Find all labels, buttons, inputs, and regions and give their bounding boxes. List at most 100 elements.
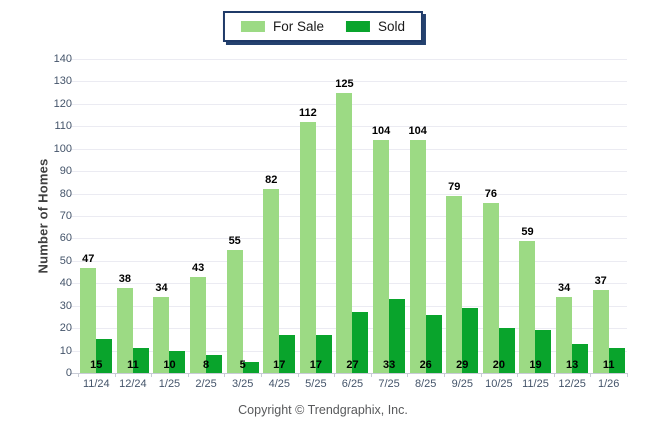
for-sale-value-label: 104 [371,125,391,137]
for-sale-bar [80,268,97,373]
sold-bar [498,328,515,373]
bar-pair [519,241,552,373]
bar-group-7/25: 104 33 7/25 [371,59,408,390]
legend-item-for-sale: For Sale [240,19,324,34]
x-tick-label: 7/25 [378,378,400,390]
x-tick-label: 11/24 [82,378,110,390]
x-axis-tick [517,373,519,377]
x-axis-tick [261,373,262,377]
legend-label-sold: Sold [378,19,406,34]
for-sale-value-label: 55 [228,235,241,247]
chart-legend: For Sale Sold [222,11,424,42]
x-axis-tick [444,373,445,377]
bar-group-9/25: 79 29 9/25 [444,59,481,390]
for-sale-value-label: 38 [118,273,132,285]
y-tick-label: 50 [59,254,72,267]
sold-value-label: 17 [273,359,286,371]
bar-group-6/25: 125 27 6/25 [334,59,371,390]
y-tick-label: 40 [59,277,72,290]
copyright-text: Copyright © Trendgraphix, Inc. [238,403,408,417]
for-sale-swatch-icon [240,21,265,32]
sold-value-label: 10 [163,359,176,371]
for-sale-value-label: 34 [557,282,571,294]
x-axis-tick [480,373,482,377]
for-sale-value-label: 37 [594,275,607,287]
x-axis-tick [78,373,79,377]
sold-bar [608,348,625,373]
for-sale-bar [299,122,316,373]
bar-pair [226,250,259,373]
bar-pair [556,297,589,373]
legend-item-sold: Sold [346,19,405,34]
sold-bar [279,335,296,373]
for-sale-bar [190,277,207,373]
sold-bar [352,312,369,373]
y-tick-label: 140 [53,53,72,65]
for-sale-value-label: 104 [408,125,427,137]
for-sale-bar [482,203,499,373]
sold-bar [425,315,442,373]
for-sale-value-label: 82 [265,174,278,186]
y-tick-label: 90 [59,165,72,178]
x-axis-tick [553,373,555,377]
sold-bar [96,339,113,373]
x-axis-tick [187,373,189,377]
bar-group-1/26: 37 11 1/26 [590,59,627,390]
sold-value-label: 15 [90,359,103,371]
sold-bar [389,299,406,373]
bar-group-8/25: 104 26 8/25 [407,59,444,390]
x-axis-tick [370,373,372,377]
for-sale-bar [446,196,463,373]
for-sale-value-label: 47 [82,253,95,265]
x-axis-tick [334,373,336,377]
x-tick-label: 5/25 [305,378,327,390]
gridline [70,59,627,60]
gridline [70,81,627,83]
sold-bar [242,362,259,373]
y-tick-label: 10 [59,344,72,357]
sold-value-label: 27 [346,359,359,371]
sold-value-label: 29 [456,359,469,371]
for-sale-bar [336,93,353,373]
bar-group-3/25: 55 5 3/25 [224,59,261,390]
for-sale-value-label: 76 [484,188,498,200]
x-axis-tick [151,373,153,377]
x-axis-tick [224,373,226,377]
y-tick-label: 30 [59,299,72,312]
x-tick-label: 4/25 [268,378,290,390]
x-tick-label: 6/25 [341,378,364,390]
y-tick-label: 20 [59,322,72,335]
x-axis-line [70,373,627,374]
sold-value-label: 11 [602,359,615,371]
sold-bar [169,351,186,373]
for-sale-value-label: 79 [448,181,461,193]
y-tick-label: 130 [53,75,72,88]
bar-pair [482,203,515,373]
x-tick-label: 11/25 [522,378,549,390]
y-tick-label: 110 [54,120,72,133]
y-tick-label: 100 [53,142,72,155]
x-tick-label: 1/26 [597,378,620,390]
sold-value-label: 17 [309,359,323,371]
sold-value-label: 19 [529,359,542,371]
bar-group-1/25: 34 10 1/25 [151,59,188,390]
for-sale-bar [592,290,609,373]
y-tick-label: 0 [65,367,72,379]
for-sale-bar [153,297,170,373]
bar-pair [263,189,296,373]
x-tick-label: 12/24 [119,378,147,390]
sold-value-label: 33 [382,359,396,371]
for-sale-value-label: 43 [191,262,205,274]
bar-group-12/24: 38 11 12/24 [115,59,152,390]
sold-bar [572,344,589,373]
legend-label-for-sale: For Sale [272,19,324,34]
sold-bar [462,308,479,373]
sold-bar [132,348,149,373]
sold-value-label: 11 [127,359,139,371]
sold-bar [315,335,332,373]
for-sale-bar [519,241,536,373]
bar-group-10/25: 76 20 10/25 [481,59,518,390]
plot-area: 47 15 11/24 38 11 12/24 34 10 1/25 43 8 2/25 55 5 3/25… [70,59,628,390]
for-sale-bar [263,189,280,373]
